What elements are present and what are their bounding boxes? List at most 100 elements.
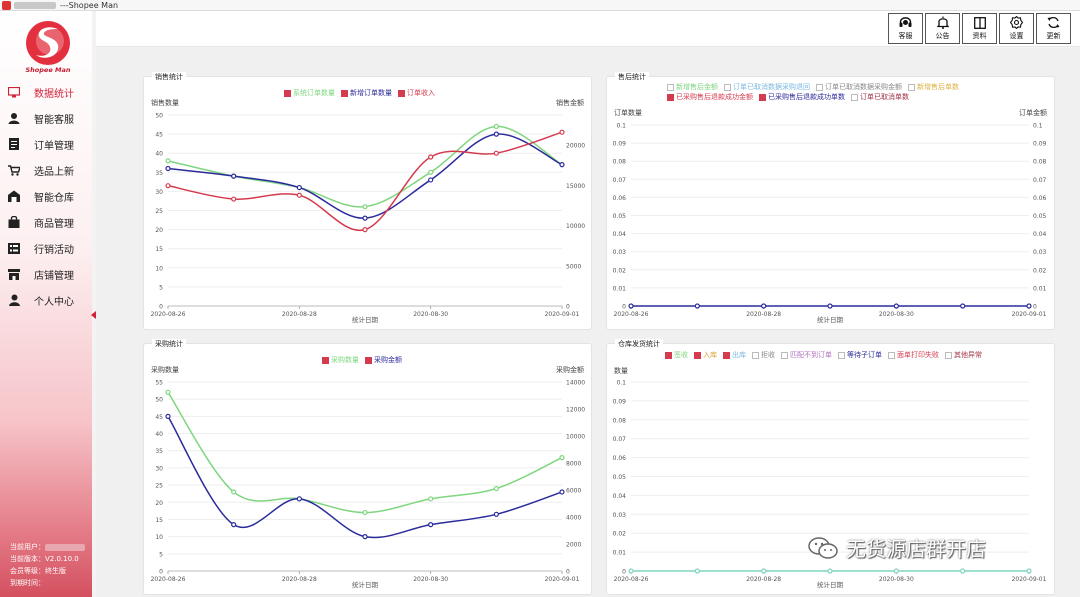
data-point[interactable]: [761, 303, 767, 309]
legend-item[interactable]: 面单打印失败: [888, 350, 939, 360]
sidebar-item-store[interactable]: 店铺管理: [0, 261, 92, 287]
data-point[interactable]: [165, 183, 171, 189]
legend-item[interactable]: 拒收: [752, 350, 775, 360]
legend-item[interactable]: 新增售后单数: [908, 82, 959, 92]
legend-item[interactable]: 订单收入: [398, 88, 435, 98]
legend-checkbox[interactable]: [667, 93, 674, 101]
legend-checkbox[interactable]: [781, 351, 788, 359]
data-point[interactable]: [165, 158, 171, 164]
legend-item[interactable]: 订单已取消单数: [851, 92, 909, 102]
data-point[interactable]: [362, 204, 368, 210]
data-point[interactable]: [165, 165, 171, 172]
data-point[interactable]: [165, 389, 171, 395]
legend-item[interactable]: 等待子订单: [838, 350, 882, 360]
data-point[interactable]: [493, 123, 499, 130]
data-point[interactable]: [362, 215, 368, 221]
data-point[interactable]: [1026, 303, 1032, 309]
data-point[interactable]: [1026, 568, 1032, 574]
legend-checkbox[interactable]: [365, 356, 372, 364]
materials-button[interactable]: 资料: [962, 13, 997, 44]
data-point[interactable]: [428, 154, 434, 160]
legend-item[interactable]: 新增售后金额: [667, 82, 718, 92]
update-button[interactable]: 更新: [1036, 13, 1071, 44]
legend-item[interactable]: 系统订单数量: [284, 88, 335, 98]
data-point[interactable]: [960, 303, 966, 309]
sidebar-item-smart-service[interactable]: 智能客服: [0, 105, 92, 131]
legend-item[interactable]: 已采购售后退款成功单数: [759, 92, 845, 102]
data-point[interactable]: [362, 534, 368, 540]
data-point[interactable]: [296, 496, 302, 502]
legend-checkbox[interactable]: [759, 93, 766, 101]
data-point[interactable]: [628, 568, 634, 574]
customer-service-button[interactable]: 客服: [888, 13, 923, 44]
data-point[interactable]: [231, 489, 237, 495]
legend-item[interactable]: 匹配不到订单: [781, 350, 832, 360]
legend-checkbox[interactable]: [838, 351, 845, 359]
legend-item[interactable]: 采购数量: [322, 355, 359, 365]
data-point[interactable]: [231, 173, 237, 179]
data-point[interactable]: [960, 568, 966, 574]
legend-item[interactable]: 入库: [694, 350, 717, 360]
data-point[interactable]: [559, 489, 565, 495]
legend-item[interactable]: 已采购售后退款成功金额: [667, 92, 753, 102]
data-point[interactable]: [296, 184, 302, 191]
legend-checkbox[interactable]: [284, 89, 291, 97]
data-point[interactable]: [428, 169, 434, 175]
data-point[interactable]: [493, 511, 499, 517]
data-point[interactable]: [362, 227, 368, 233]
data-point[interactable]: [559, 129, 565, 135]
data-point[interactable]: [559, 162, 565, 168]
legend-checkbox[interactable]: [888, 351, 895, 359]
legend-item[interactable]: 订单已取消数据采购退回: [724, 82, 810, 92]
data-point[interactable]: [493, 485, 499, 492]
legend-checkbox[interactable]: [341, 89, 348, 97]
sidebar-item-profile[interactable]: 个人中心: [0, 287, 92, 313]
data-point[interactable]: [761, 568, 767, 574]
data-point[interactable]: [231, 196, 237, 202]
legend-item[interactable]: 订单已取消数据采购金额: [816, 82, 902, 92]
data-point[interactable]: [428, 177, 434, 183]
sidebar-item-smart-warehouse[interactable]: 智能仓库: [0, 183, 92, 209]
sidebar-item-product-selection[interactable]: 选品上新: [0, 157, 92, 183]
data-point[interactable]: [165, 413, 171, 419]
sidebar-item-orders[interactable]: 订单管理: [0, 131, 92, 157]
data-point[interactable]: [694, 568, 700, 574]
legend-checkbox[interactable]: [322, 356, 329, 364]
data-point[interactable]: [559, 454, 565, 461]
legend-checkbox[interactable]: [945, 351, 952, 359]
data-point[interactable]: [493, 131, 499, 137]
legend-item[interactable]: 签收: [665, 350, 688, 360]
legend-checkbox[interactable]: [398, 89, 405, 97]
legend-checkbox[interactable]: [723, 351, 730, 359]
data-point[interactable]: [231, 522, 237, 528]
data-point[interactable]: [428, 522, 434, 528]
settings-button[interactable]: 设置: [999, 13, 1034, 44]
legend-checkbox[interactable]: [694, 351, 701, 359]
data-point[interactable]: [827, 303, 833, 309]
sidebar-item-products[interactable]: 商品管理: [0, 209, 92, 235]
legend-item[interactable]: 采购金额: [365, 355, 402, 365]
legend-checkbox[interactable]: [816, 83, 823, 91]
data-point[interactable]: [362, 509, 368, 516]
data-point[interactable]: [493, 150, 499, 156]
announcement-button[interactable]: 公告: [925, 13, 960, 44]
data-point[interactable]: [893, 568, 899, 574]
legend-item[interactable]: 其他异常: [945, 350, 982, 360]
legend-item[interactable]: 出库: [723, 350, 746, 360]
data-point[interactable]: [694, 303, 700, 309]
data-point[interactable]: [296, 192, 302, 198]
legend-checkbox[interactable]: [908, 83, 915, 91]
legend-checkbox[interactable]: [752, 351, 759, 359]
sidebar-collapse-arrow[interactable]: [91, 311, 96, 319]
data-point[interactable]: [827, 568, 833, 574]
data-point[interactable]: [628, 303, 634, 309]
data-point[interactable]: [428, 496, 434, 502]
sidebar-item-marketing[interactable]: 行销活动: [0, 235, 92, 261]
legend-checkbox[interactable]: [665, 351, 672, 359]
legend-item[interactable]: 新增订单数量: [341, 88, 392, 98]
legend-checkbox[interactable]: [851, 93, 858, 101]
data-point[interactable]: [893, 303, 899, 309]
legend-checkbox[interactable]: [724, 83, 731, 91]
sidebar-item-data-stats[interactable]: 数据统计: [0, 79, 92, 105]
legend-checkbox[interactable]: [667, 83, 674, 91]
